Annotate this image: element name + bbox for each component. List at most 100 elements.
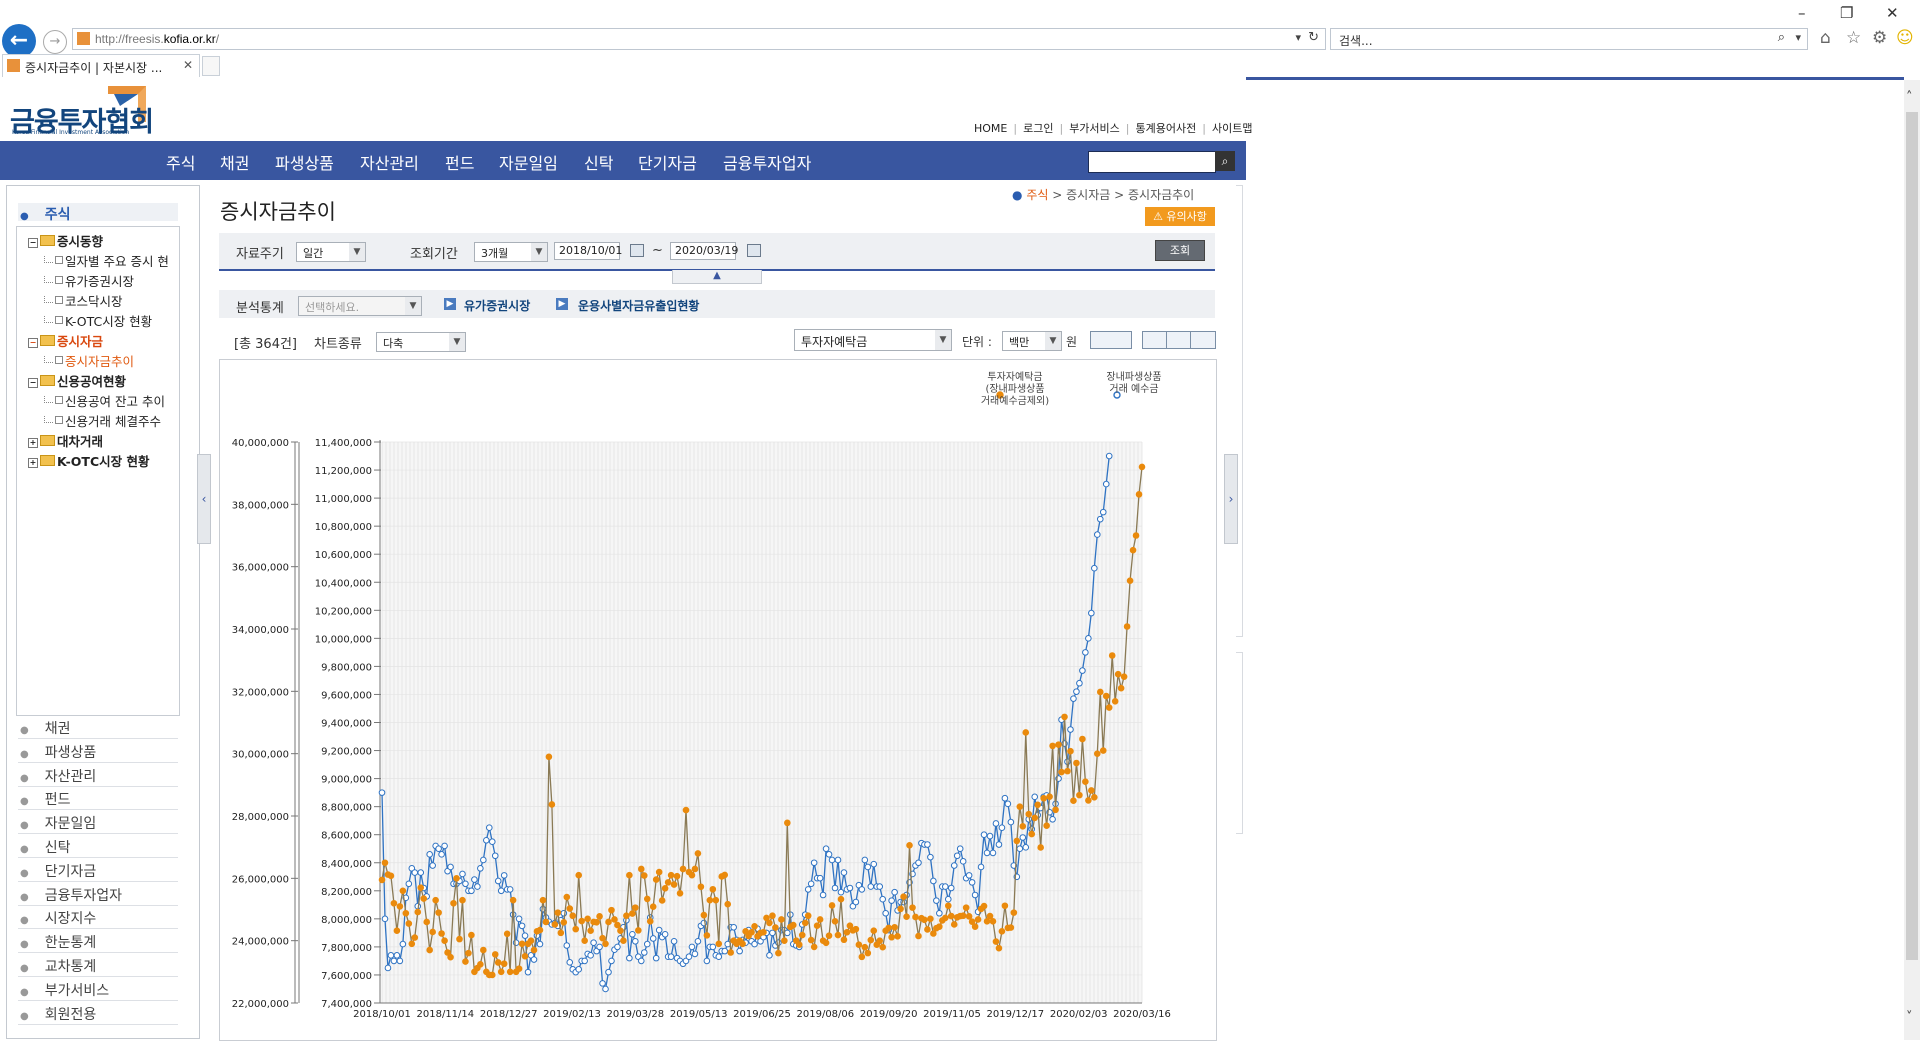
sidebar-menu-item[interactable]: ● 자산관리 — [20, 766, 96, 786]
chart-type-select[interactable]: 다축 ▼ — [376, 332, 466, 352]
date-from-input[interactable]: 2018/10/01 — [554, 242, 622, 260]
tree-item[interactable]: + 대차거래 — [28, 431, 103, 450]
scroll-up-icon[interactable]: ˄ — [1906, 90, 1913, 105]
tree-item[interactable]: 코스닥시장 — [44, 291, 123, 310]
analysis-select[interactable]: 선택하세요. ▼ — [298, 296, 422, 316]
breadcrumb-item[interactable]: 주식 — [1026, 188, 1049, 202]
tree-item[interactable]: 일자별 주요 증시 현 — [44, 251, 169, 270]
data-point — [477, 865, 484, 872]
util-link-extra[interactable]: 부가서비스 — [1069, 122, 1120, 135]
range-select[interactable]: 3개월 ▼ — [474, 242, 548, 262]
tree-item[interactable]: + K-OTC시장 현황 — [28, 451, 149, 470]
refresh-icon[interactable]: ↻ — [1308, 30, 1319, 45]
series-select[interactable]: 투자자예탁금 ▼ — [794, 329, 952, 351]
tree-item[interactable]: − 증시자금 — [28, 331, 103, 350]
tree-item[interactable]: − 신용공여현황 — [28, 371, 126, 390]
util-link-home[interactable]: HOME — [974, 122, 1008, 135]
logo-mark-icon[interactable] — [100, 84, 148, 124]
site-logo[interactable]: 금융투자협회 — [10, 107, 154, 138]
query-button[interactable]: 조회 — [1155, 240, 1205, 261]
url-prefix: http://freesis. — [95, 32, 164, 46]
expand-icon[interactable]: + — [28, 438, 38, 448]
breadcrumb-item[interactable]: 증시자금추이 — [1127, 188, 1195, 202]
tree-item[interactable]: − 증시동향 — [28, 231, 103, 250]
collapse-toggle[interactable]: ▲ — [672, 270, 762, 284]
dropdown-icon[interactable]: ▾ — [1795, 31, 1801, 44]
sidebar-menu-item[interactable]: ● 부가서비스 — [20, 980, 109, 1000]
smiley-icon[interactable]: ☺ — [1896, 28, 1914, 48]
nav-item-trust[interactable]: 신탁 — [584, 154, 614, 173]
tree-item[interactable]: 증시자금추이 — [44, 351, 134, 370]
nav-item-short-term[interactable]: 단기자금 — [638, 154, 697, 173]
restore-button[interactable]: ❐ — [1840, 4, 1854, 22]
address-bar[interactable]: http://freesis.kofia.or.kr/ ▾ ↻ — [72, 28, 1326, 50]
tree-item[interactable]: K-OTC시장 현황 — [44, 311, 152, 330]
sidebar-top-stock[interactable]: ● 주식 — [20, 207, 71, 223]
data-point — [635, 927, 642, 934]
date-to-input[interactable]: 2020/03/19 — [670, 242, 738, 260]
sidebar-menu-item[interactable]: ● 신탁 — [20, 837, 71, 857]
browser-search-box[interactable]: 검색... ⌕ ▾ — [1330, 28, 1808, 50]
sidebar-menu-item[interactable]: ● 단기자금 — [20, 861, 96, 881]
nav-item-derivatives[interactable]: 파생상품 — [275, 154, 334, 173]
breadcrumb-item[interactable]: 증시자금 — [1066, 188, 1111, 202]
link-kospi[interactable]: 유가증권시장 — [464, 299, 531, 313]
link-fund-flow[interactable]: 운용사별자금유출입현황 — [578, 299, 700, 313]
unit-select[interactable]: 백만 ▼ — [1002, 331, 1062, 351]
scroll-down-icon[interactable]: ˅ — [1906, 1010, 1913, 1025]
dropdown-icon[interactable]: ▾ — [1295, 31, 1301, 44]
sidebar-collapse-handle[interactable]: ‹ — [197, 454, 211, 544]
nav-item-firms[interactable]: 금융투자업자 — [723, 154, 812, 173]
right-panel-handle[interactable]: › — [1224, 454, 1238, 544]
table-view-icon[interactable] — [1166, 331, 1192, 349]
notice-button[interactable]: ⚠ 유의사항 — [1145, 207, 1215, 226]
nav-item-stock[interactable]: 주식 — [166, 154, 196, 173]
collapse-icon[interactable]: − — [28, 238, 38, 248]
star-icon[interactable]: ☆ — [1846, 28, 1862, 48]
browser-tab[interactable]: 증시자금추이 | 자본시장 ... ✕ — [2, 54, 200, 77]
nav-item-advisory[interactable]: 자문일임 — [499, 154, 558, 173]
collapse-icon[interactable]: − — [28, 338, 38, 348]
data-point — [1114, 670, 1122, 678]
data-point — [414, 908, 422, 916]
sidebar-menu-item[interactable]: ● 회원전용 — [20, 1004, 96, 1024]
sidebar-menu-item[interactable]: ● 금융투자업자 — [20, 885, 122, 905]
util-link-glossary[interactable]: 통계용어사전 — [1135, 122, 1197, 135]
nav-item-asset-mgmt[interactable]: 자산관리 — [360, 154, 419, 173]
back-arrow-icon[interactable]: ← — [2, 24, 36, 58]
search-icon[interactable]: ⌕ — [1777, 30, 1785, 45]
calendar-icon[interactable] — [630, 244, 644, 257]
tree-item[interactable]: 유가증권시장 — [44, 271, 134, 290]
grid-view-icon[interactable] — [1142, 331, 1168, 349]
close-button[interactable]: ✕ — [1886, 4, 1899, 22]
util-link-login[interactable]: 로그인 — [1023, 122, 1054, 135]
folder-icon — [40, 375, 55, 386]
scrollbar-thumb[interactable] — [1906, 112, 1918, 960]
sidebar-menu-item[interactable]: ● 채권 — [20, 718, 71, 738]
expand-icon[interactable]: + — [28, 458, 38, 468]
nav-item-fund[interactable]: 펀드 — [445, 154, 475, 173]
forward-arrow-icon[interactable]: → — [43, 30, 67, 54]
gear-icon[interactable]: ⚙ — [1872, 28, 1888, 48]
tree-item[interactable]: 신용공여 잔고 추이 — [44, 391, 165, 410]
collapse-icon[interactable]: − — [28, 378, 38, 388]
new-tab-button[interactable] — [202, 56, 220, 76]
sidebar-menu-item[interactable]: ● 파생상품 — [20, 742, 96, 762]
sidebar-menu-item[interactable]: ● 교차통계 — [20, 956, 96, 976]
sidebar-menu-item[interactable]: ● 펀드 — [20, 789, 71, 809]
util-link-sitemap[interactable]: 사이트맵 — [1211, 122, 1253, 135]
minimize-button[interactable]: – — [1798, 4, 1806, 22]
sidebar-menu-item[interactable]: ● 자문일임 — [20, 813, 96, 833]
search-icon[interactable]: ⌕ — [1215, 151, 1235, 171]
chart-view-icon[interactable] — [1090, 331, 1132, 349]
calendar-icon[interactable] — [747, 244, 761, 257]
tree-item[interactable]: 신용거래 체결주수 — [44, 411, 161, 430]
period-select[interactable]: 일간 ▼ — [296, 242, 366, 262]
home-icon[interactable]: ⌂ — [1820, 28, 1831, 48]
fullscreen-icon[interactable] — [1190, 331, 1216, 349]
site-search-input[interactable] — [1088, 151, 1216, 173]
nav-item-bond[interactable]: 채권 — [220, 154, 250, 173]
sidebar-menu-item[interactable]: ● 한눈통계 — [20, 932, 96, 952]
tab-close-icon[interactable]: ✕ — [183, 58, 194, 72]
sidebar-menu-item[interactable]: ● 시장지수 — [20, 908, 96, 928]
